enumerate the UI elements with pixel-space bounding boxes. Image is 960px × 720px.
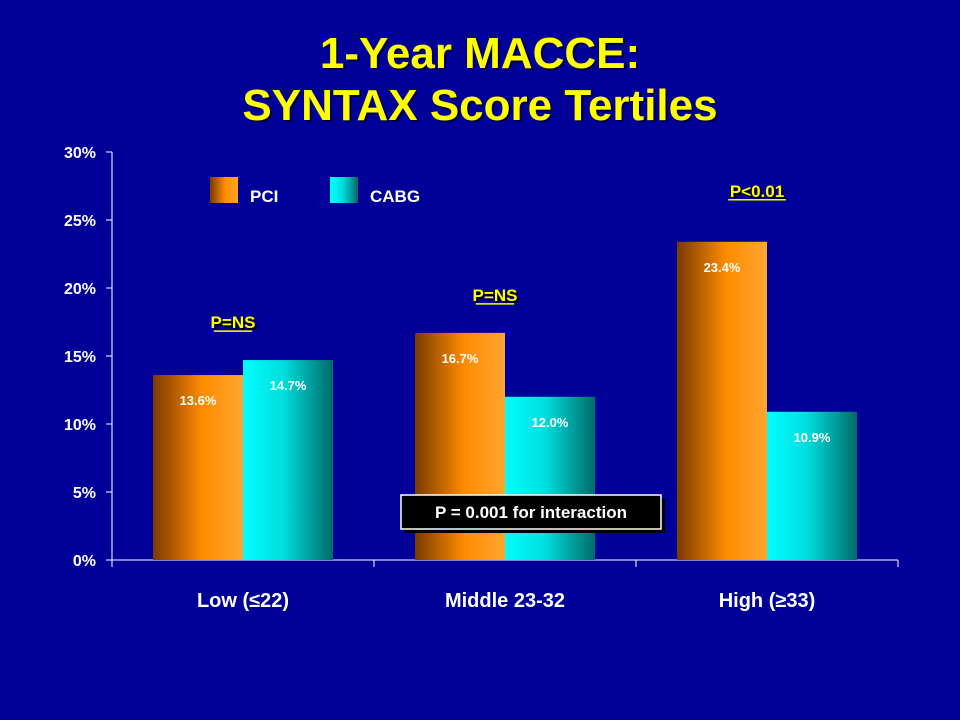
bar-cabg [243, 360, 333, 560]
bar-pci [677, 241, 767, 560]
y-tick-label: 15% [64, 349, 96, 366]
x-category-label: High (≥33) [719, 590, 816, 612]
y-tick-label: 5% [73, 485, 96, 502]
y-tick-label: 0% [73, 553, 96, 570]
legend-swatch-pci [210, 177, 238, 203]
bar-value-label: 13.6% [180, 393, 217, 408]
y-tick-label: 10% [64, 417, 96, 434]
p-value-label: P=NS [211, 313, 256, 332]
legend-label-cabg: CABG [370, 187, 420, 206]
interaction-p-value: P = 0.001 for interaction [435, 503, 627, 522]
y-tick-label: 25% [64, 213, 96, 230]
y-tick-label: 30% [64, 145, 96, 162]
bar-cabg [767, 411, 857, 560]
p-value-label: P=NS [473, 286, 518, 305]
x-category-label: Middle 23-32 [445, 590, 565, 612]
p-value-shadow: P=NS [213, 315, 258, 334]
bar-value-label: 16.7% [442, 351, 479, 366]
legend-swatch-cabg [330, 177, 358, 203]
interaction-box [400, 494, 662, 530]
y-tick-label: 20% [64, 281, 96, 298]
title-line-2: SYNTAX Score Tertiles [242, 81, 718, 130]
slide-title: 1-Year MACCE: SYNTAX Score Tertiles [0, 28, 960, 132]
x-category-label: Low (≤22) [197, 590, 289, 612]
p-value-shadow: P=NS [475, 288, 520, 307]
bar-value-label: 10.9% [794, 430, 831, 445]
bar-value-label: 14.7% [270, 378, 307, 393]
bar-pci [153, 375, 243, 560]
p-value-shadow: P<0.01 [732, 184, 786, 203]
p-value-label: P<0.01 [730, 182, 784, 201]
bar-value-label: 12.0% [532, 415, 569, 430]
title-line-1: 1-Year MACCE: [319, 29, 641, 78]
legend-label-pci: PCI [250, 187, 278, 206]
bar-value-label: 23.4% [704, 260, 741, 275]
